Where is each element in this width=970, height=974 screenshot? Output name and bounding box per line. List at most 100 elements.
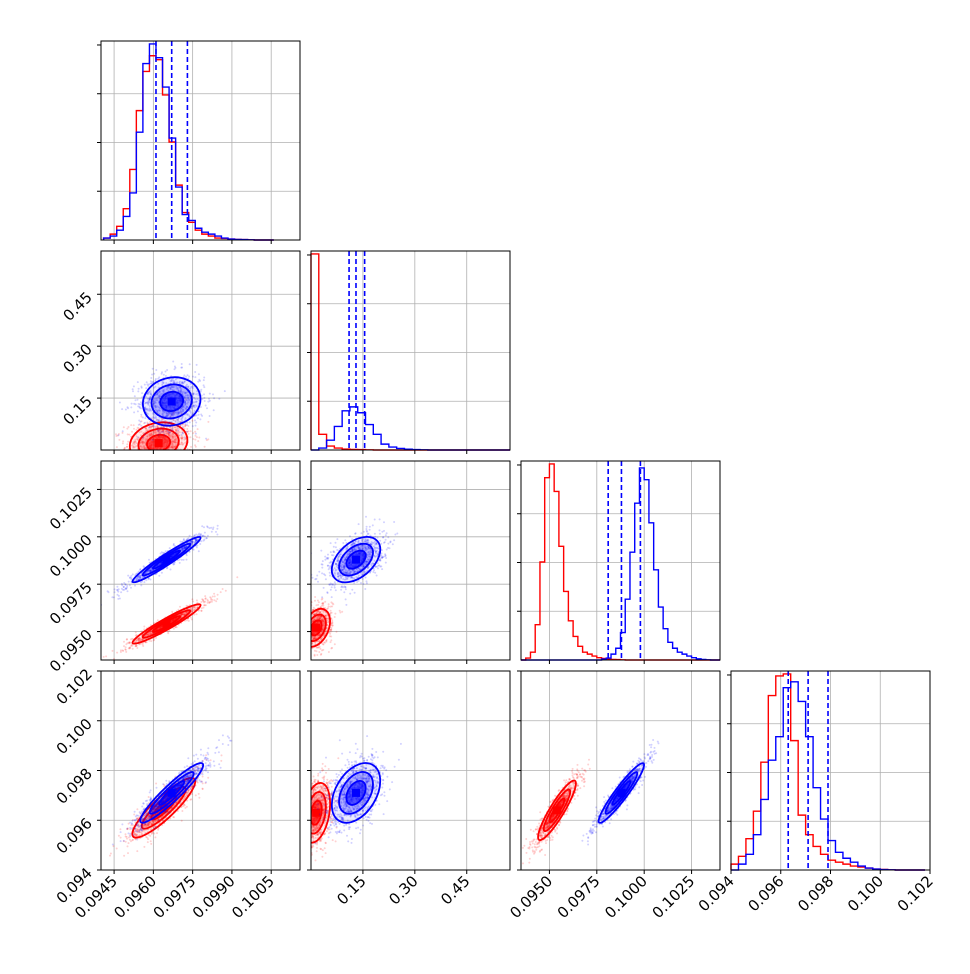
scatter-point-blue (157, 430, 159, 432)
scatter-point-red (307, 621, 309, 623)
scatter-point-red (306, 616, 308, 618)
scatter-point-red (142, 474, 144, 476)
scatter-point-red (308, 638, 310, 640)
scatter-point-red (157, 458, 159, 460)
scatter-point-red (127, 433, 129, 435)
scatter-point-red (172, 450, 174, 452)
scatter-point-blue (203, 384, 205, 386)
scatter-point-red (206, 599, 208, 601)
scatter-point-red (305, 648, 307, 650)
scatter-point-red (305, 624, 307, 626)
scatter-point-red (152, 457, 154, 459)
scatter-point-red (301, 619, 303, 621)
scatter-point-red (141, 463, 143, 465)
scatter-point-red (150, 454, 152, 456)
scatter-point-blue (381, 531, 383, 533)
scatter-point-red (306, 624, 308, 626)
scatter-point-red (307, 640, 309, 642)
scatter-point-red (309, 640, 311, 642)
scatter-point-blue (167, 431, 169, 433)
scatter-point-blue (216, 528, 218, 530)
scatter-point-red (309, 641, 311, 643)
scatter-point-red (306, 617, 308, 619)
scatter-point-red (334, 613, 336, 615)
scatter-point-blue (144, 422, 146, 424)
scatter-point-blue (207, 535, 209, 537)
scatter-point-red (308, 635, 310, 637)
scatter-point-red (305, 627, 307, 629)
scatter-point-red (149, 421, 151, 423)
scatter-point-red (301, 630, 303, 632)
scatter-point-red (191, 618, 193, 620)
scatter-point-red (309, 637, 311, 639)
scatter-point-blue (197, 417, 199, 419)
scatter-point-blue (158, 376, 160, 378)
scatter-point-red (162, 453, 164, 455)
scatter-point-red (140, 465, 142, 467)
scatter-point-red (126, 446, 128, 448)
scatter-point-red (305, 625, 307, 627)
scatter-point-red (308, 659, 310, 661)
scatter-point-blue (383, 521, 385, 523)
scatter-point-blue (175, 432, 177, 434)
scatter-point-blue (197, 381, 199, 383)
scatter-point-red (124, 648, 126, 650)
scatter-point-blue (384, 553, 386, 555)
scatter-point-red (304, 660, 306, 662)
scatter-point-red (314, 600, 316, 602)
scatter-point-red (165, 453, 167, 455)
scatter-point-red (306, 626, 308, 628)
scatter-point-red (331, 605, 333, 607)
scatter-point-red (165, 453, 167, 455)
scatter-point-blue (213, 397, 215, 399)
scatter-point-blue (186, 559, 188, 561)
scatter-point-blue (218, 398, 220, 400)
scatter-point-red (147, 466, 149, 468)
scatter-point-blue (172, 361, 174, 363)
scatter-point-red (303, 645, 305, 647)
scatter-point-red (306, 640, 308, 642)
scatter-point-red (172, 458, 174, 460)
scatter-point-red (294, 640, 296, 642)
scatter-point-blue (381, 568, 383, 570)
scatter-point-red (162, 457, 164, 459)
scatter-point-red (129, 455, 131, 457)
scatter-point-red (131, 431, 133, 433)
scatter-point-red (307, 650, 309, 652)
scatter-point-blue (323, 587, 325, 589)
scatter-point-blue (171, 428, 173, 430)
scatter-point-blue (174, 366, 176, 368)
scatter-point-red (307, 645, 309, 647)
scatter-point-red (122, 432, 124, 434)
scatter-point-red (130, 424, 132, 426)
scatter-point-red (303, 633, 305, 635)
scatter-point-red (220, 591, 222, 593)
scatter-point-blue (354, 592, 356, 594)
scatter-point-blue (141, 392, 143, 394)
scatter-point-red (195, 446, 197, 448)
scatter-point-red (217, 594, 219, 596)
scatter-point-red (307, 652, 309, 654)
scatter-point-red (144, 456, 146, 458)
scatter-point-red (307, 611, 309, 613)
scatter-point-blue (127, 406, 129, 408)
scatter-point-red (306, 633, 308, 635)
scatter-point-red (295, 644, 297, 646)
scatter-point-red (166, 454, 168, 456)
scatter-point-blue (159, 432, 161, 434)
scatter-point-red (148, 462, 150, 464)
scatter-point-red (305, 640, 307, 642)
scatter-point-blue (173, 543, 175, 545)
scatter-point-red (330, 601, 332, 603)
scatter-point-red (135, 631, 137, 633)
scatter-point-red (301, 626, 303, 628)
scatter-point-red (201, 610, 203, 612)
scatter-point-red (147, 456, 149, 458)
scatter-point-blue (212, 393, 214, 395)
scatter-point-red (135, 455, 137, 457)
scatter-point-blue (164, 434, 166, 436)
scatter-point-red (136, 634, 138, 636)
scatter-point-red (151, 457, 153, 459)
scatter-point-red (303, 630, 305, 632)
scatter-point-red (139, 450, 141, 452)
